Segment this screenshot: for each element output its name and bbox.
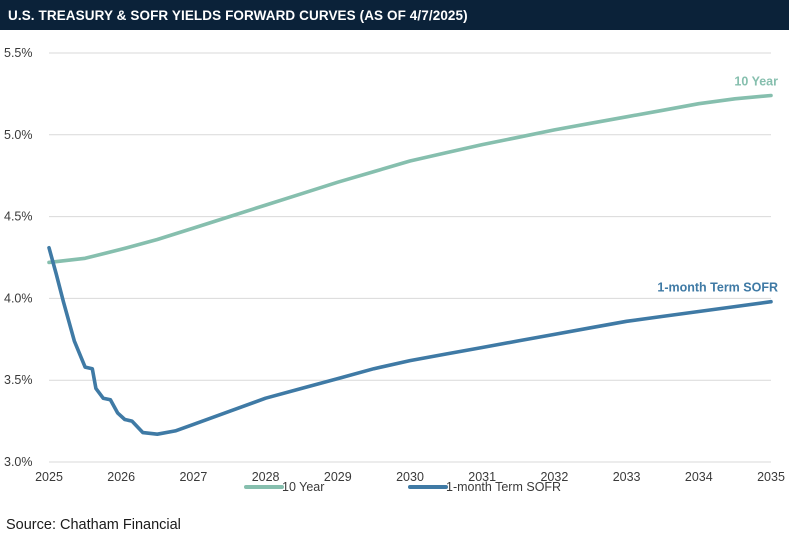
x-tick-label: 2032 [540,470,568,484]
x-tick-label: 2027 [179,470,207,484]
x-axis-ticks: 2025 2026 2027 2028 2029 2030 2031 2032 2033 2034… [35,470,785,484]
x-tick-label: 2028 [252,470,280,484]
x-tick-label: 2030 [396,470,424,484]
source-note: Source: Chatham Financial [6,517,181,533]
x-tick-label: 2035 [757,470,785,484]
x-tick-label: 2025 [35,470,63,484]
x-tick-label: 2034 [685,470,713,484]
line-chart: 3.0%3.5%4.0%4.5%5.0%5.5% 2025 2026 2027 202… [4,46,785,494]
x-tick-label: 2029 [324,470,352,484]
series-line-0 [47,93,773,265]
series-line-1 [47,245,773,437]
legend-label-0: 10 Year [282,480,324,494]
y-tick-label: 3.5% [4,373,33,387]
y-tick-label: 4.5% [4,210,33,224]
gridlines [49,52,771,463]
y-axis-ticks: 3.0% 3.5% 4.0% 4.5% 5.0% 5.5% [4,46,33,469]
series-labels: 10 Year 1-month Term SOFR [657,75,778,295]
y-tick-label: 3.0% [4,455,33,469]
y-tick-label: 4.0% [4,291,33,305]
y-tick-label: 5.0% [4,128,33,142]
x-tick-label: 2031 [468,470,496,484]
series-end-label-0: 10 Year [734,75,778,89]
x-tick-label: 2026 [107,470,135,484]
legend-label-1: 1-month Term SOFR [446,480,561,494]
y-tick-label: 5.5% [4,46,33,60]
chart-title: U.S. TREASURY & SOFR YIELDS FORWARD CURV… [0,0,789,30]
x-tick-label: 2033 [613,470,641,484]
legend: 10 Year 1-month Term SOFR [244,480,561,494]
series-end-label-1: 1-month Term SOFR [657,281,778,295]
series-lines [47,93,773,437]
